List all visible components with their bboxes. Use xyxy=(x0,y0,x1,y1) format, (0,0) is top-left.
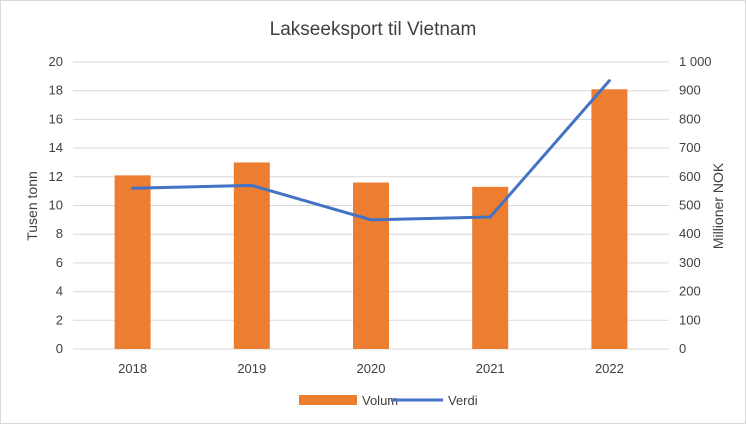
bar-volum xyxy=(472,186,509,349)
left-axis-tick-label: 12 xyxy=(49,169,63,184)
right-axis-tick-label: 200 xyxy=(679,284,701,299)
tick-labels: 0 0 2 100 4 200 6 300 8 400 10 500 12 600 14 700 16 800 18… xyxy=(49,54,712,376)
bar-series xyxy=(114,89,628,349)
left-axis-tick-label: 16 xyxy=(49,111,63,126)
right-axis-tick-label: 100 xyxy=(679,312,701,327)
right-axis-tick-label: 600 xyxy=(679,169,701,184)
right-axis-tick-label: 1 000 xyxy=(679,54,712,69)
bar-volum xyxy=(114,175,151,349)
x-axis-tick-label: 2018 xyxy=(118,361,147,376)
left-axis-tick-label: 8 xyxy=(56,226,63,241)
left-axis-tick-label: 2 xyxy=(56,312,63,327)
left-axis-tick-label: 14 xyxy=(49,140,63,155)
line-series xyxy=(131,79,611,222)
legend: Volum Verdi xyxy=(299,393,478,408)
right-axis-tick-label: 800 xyxy=(679,111,701,126)
bar-volum xyxy=(591,89,628,349)
right-axis-tick-label: 500 xyxy=(679,198,701,213)
left-axis-tick-label: 10 xyxy=(49,198,63,213)
legend-swatch-volum xyxy=(299,395,357,405)
right-axis-tick-label: 400 xyxy=(679,226,701,241)
bar-volum xyxy=(353,182,389,349)
left-axis-title: Tusen tonn xyxy=(24,171,40,241)
left-axis-tick-label: 0 xyxy=(56,341,63,356)
bar-volum xyxy=(233,162,270,349)
left-axis-tick-label: 6 xyxy=(56,255,63,270)
x-axis-tick-label: 2022 xyxy=(595,361,624,376)
legend-label-verdi: Verdi xyxy=(448,393,478,408)
right-axis-tick-label: 900 xyxy=(679,83,701,98)
chart-title: Lakseeksport til Vietnam xyxy=(270,19,477,40)
line-verdi xyxy=(131,79,611,222)
x-axis-tick-label: 2019 xyxy=(237,361,266,376)
left-axis-tick-label: 18 xyxy=(49,83,63,98)
left-axis-tick-label: 20 xyxy=(49,54,63,69)
legend-label-volum: Volum xyxy=(362,393,398,408)
right-axis-tick-label: 700 xyxy=(679,140,701,155)
x-axis-tick-label: 2020 xyxy=(357,361,386,376)
x-axis-tick-label: 2021 xyxy=(476,361,505,376)
right-axis-tick-label: 0 xyxy=(679,341,686,356)
right-axis-title: Millioner NOK xyxy=(710,162,726,249)
left-axis-tick-label: 4 xyxy=(56,284,63,299)
right-axis-tick-label: 300 xyxy=(679,255,701,270)
